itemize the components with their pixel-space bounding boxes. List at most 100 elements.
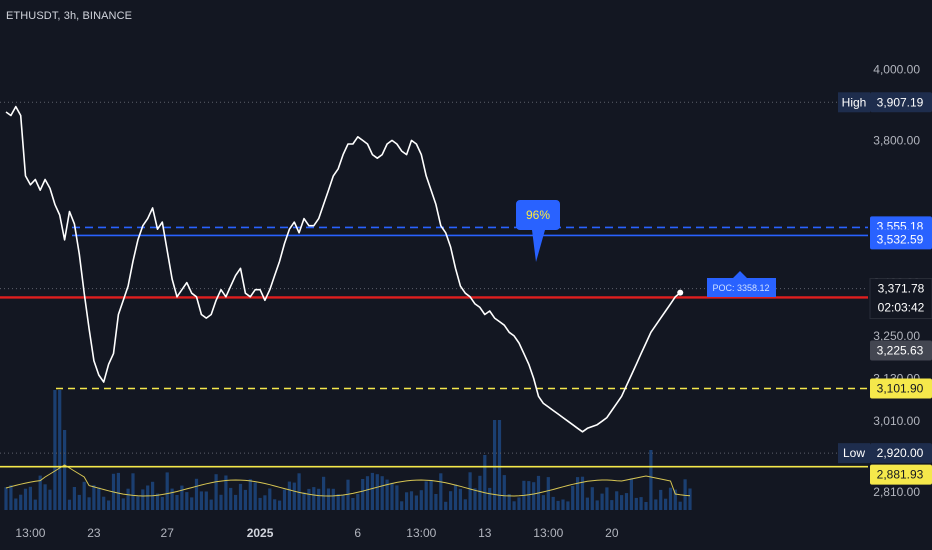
volume-bar <box>190 497 194 510</box>
volume-bar <box>439 473 443 510</box>
volume-bar <box>107 500 111 510</box>
volume-bar <box>121 498 125 510</box>
volume-bar <box>409 491 414 510</box>
volume-bar <box>561 499 565 510</box>
volume-bar <box>512 501 516 510</box>
y-tick-label: 3,800.00 <box>873 133 920 147</box>
low-label-text: Low <box>843 446 865 460</box>
volume-bar <box>312 487 316 510</box>
volume-bar <box>605 487 609 510</box>
volume-bar <box>341 494 345 510</box>
x-tick-label: 2025 <box>247 526 274 540</box>
volume-bar <box>478 475 482 510</box>
volume-bar <box>82 481 86 510</box>
volume-bar <box>194 478 199 510</box>
x-tick-label: 13:00 <box>533 526 563 540</box>
volume-bar <box>546 477 550 510</box>
volume-bar <box>292 482 296 510</box>
volume-bar <box>278 500 282 510</box>
y-tick-label: 3,250.00 <box>873 329 920 343</box>
volume-bar <box>9 485 13 510</box>
symbol-title: ETHUSDT, 3h, BINANCE <box>6 10 133 22</box>
x-tick-label: 13 <box>478 526 492 540</box>
last-price-dot <box>677 289 684 296</box>
volume-bar <box>644 502 648 510</box>
volume-bar <box>571 485 575 510</box>
volume-bar <box>67 499 72 510</box>
percent-pill-text: 96% <box>526 208 550 222</box>
volume-bar <box>209 499 213 510</box>
volume-bar <box>395 485 399 510</box>
volume-bar <box>654 499 658 510</box>
volume-bar <box>458 488 462 510</box>
volume-bar <box>175 495 179 510</box>
blue-solid-tag-box <box>870 229 932 250</box>
volume-bar <box>610 500 614 510</box>
volume-bar <box>87 497 91 510</box>
volume-bar <box>92 485 96 510</box>
volume-bar <box>131 473 135 510</box>
volume-bar <box>688 488 692 510</box>
volume-bar <box>160 496 164 510</box>
y-tick-label: 2,810.00 <box>873 485 920 499</box>
volume-bar <box>253 482 257 510</box>
volume-bar <box>97 487 101 510</box>
volume-bar <box>361 479 365 510</box>
volume-bar <box>634 497 638 510</box>
volume-bar <box>28 486 32 510</box>
volume-bar <box>58 390 62 510</box>
volume-bar <box>532 482 536 510</box>
volume-bar <box>405 492 409 510</box>
volume-bar <box>224 475 228 510</box>
volume-bar <box>307 488 311 510</box>
volume-bar <box>468 472 472 510</box>
x-tick-label: 13:00 <box>406 526 436 540</box>
yellow-solid-tag-text: 2,881.93 <box>877 468 924 482</box>
volume-bar <box>580 476 585 510</box>
volume-bar <box>507 494 511 510</box>
volume-bar <box>243 489 247 510</box>
volume-ma-line <box>5 464 691 497</box>
price-line[interactable] <box>5 105 681 433</box>
volume-bar <box>273 499 277 510</box>
y-tick-label: 4,000.00 <box>873 62 920 76</box>
volume-bar <box>317 488 321 510</box>
low-label-box <box>838 443 870 464</box>
volume-bar <box>282 489 287 510</box>
high-label-box <box>838 92 870 113</box>
volume-bar <box>297 473 301 510</box>
high-value-tag-text: 3,907.19 <box>877 95 924 109</box>
volume-bar <box>551 496 555 510</box>
volume-bar <box>673 489 677 510</box>
volume-bar <box>668 487 673 510</box>
volume-bar <box>629 478 633 510</box>
low-value-tag-text: 2,920.00 <box>877 446 924 460</box>
volume-bar <box>302 492 306 510</box>
volume-bar <box>4 487 8 510</box>
volume-bar <box>483 455 487 510</box>
volume-bar <box>590 487 594 510</box>
volume-bar <box>336 494 340 510</box>
volume-bar <box>33 499 37 510</box>
volume-bar <box>444 501 448 510</box>
low-value-tag-box <box>870 443 932 464</box>
x-tick-label: 6 <box>354 526 361 540</box>
volume-bar <box>595 500 599 510</box>
volume-bar <box>600 493 604 510</box>
volume-bar <box>527 481 531 510</box>
volume-bar <box>365 476 370 510</box>
last-price-box <box>869 278 932 320</box>
volume-bar <box>48 489 52 510</box>
x-tick-label: 27 <box>161 526 175 540</box>
volume-bar <box>351 498 355 510</box>
volume-bar <box>556 500 560 510</box>
countdown-text: 02:03:42 <box>878 301 925 315</box>
volume-bar <box>219 494 223 510</box>
volume-bar <box>185 492 189 510</box>
volume-bar <box>517 497 521 510</box>
volume-bar <box>170 488 174 510</box>
x-tick-label: 13:00 <box>15 526 45 540</box>
volume-bar <box>649 450 653 510</box>
